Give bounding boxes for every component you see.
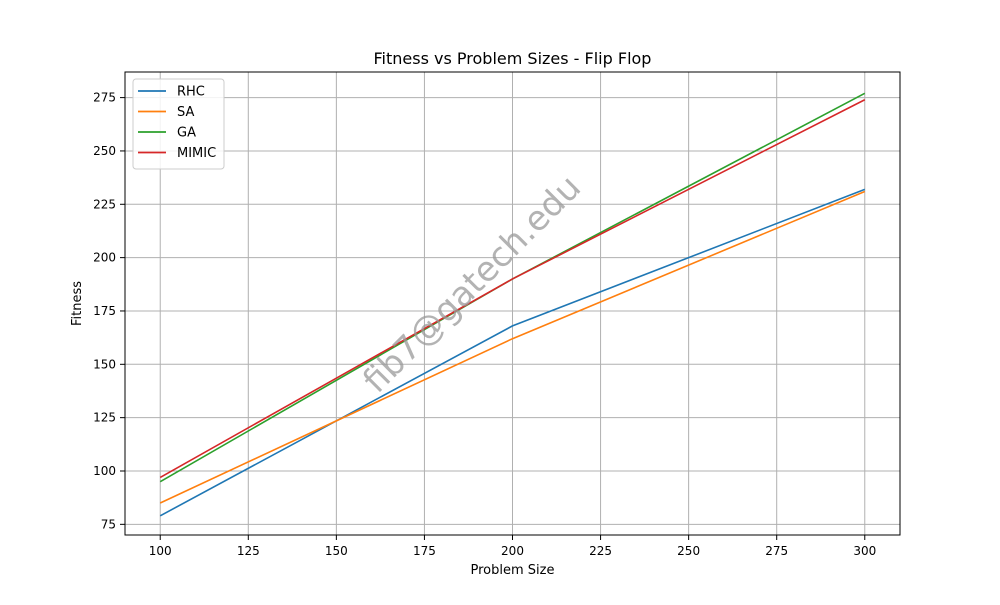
x-tick-label: 250: [677, 544, 700, 558]
grid: [125, 72, 900, 535]
legend-label-ga: GA: [177, 126, 196, 141]
y-tick-label: 125: [93, 411, 116, 425]
y-tick-label: 225: [93, 197, 116, 211]
x-tick-label: 300: [853, 544, 876, 558]
y-tick-label: 175: [93, 304, 116, 318]
x-tick-label: 225: [589, 544, 612, 558]
series-lines: [159, 92, 866, 517]
y-tick-label: 250: [93, 144, 116, 158]
x-tick-label: 125: [237, 544, 260, 558]
x-axis-label: Problem Size: [471, 563, 555, 578]
chart-title: Fitness vs Problem Sizes - Flip Flop: [374, 49, 652, 68]
x-tick-label: 275: [765, 544, 788, 558]
axis-ticks: 100 125 150 175 200 225 250 275 300 75 100 125 150 17…: [93, 91, 876, 558]
y-tick-label: 150: [93, 357, 116, 371]
legend: RHC SA GA MIMIC: [132, 78, 225, 170]
watermark: fib7@gatech.edu: [355, 167, 589, 401]
legend-box: [132, 78, 225, 170]
x-tick-label: 175: [413, 544, 436, 558]
y-tick-label: 275: [93, 91, 116, 105]
legend-label-mimic: MIMIC: [177, 146, 216, 161]
x-tick-label: 150: [325, 544, 348, 558]
y-tick-label: 100: [93, 464, 116, 478]
series-line-rhc: [159, 188, 866, 517]
y-tick-label: 200: [93, 251, 116, 265]
x-tick-label: 200: [501, 544, 524, 558]
series-line-sa: [159, 190, 866, 504]
y-axis-label: Fitness: [70, 281, 85, 326]
legend-label-rhc: RHC: [177, 85, 205, 100]
x-tick-label: 100: [149, 544, 172, 558]
legend-label-sa: SA: [177, 105, 194, 120]
series-line-mimic: [159, 99, 866, 479]
y-tick-label: 75: [101, 517, 116, 531]
